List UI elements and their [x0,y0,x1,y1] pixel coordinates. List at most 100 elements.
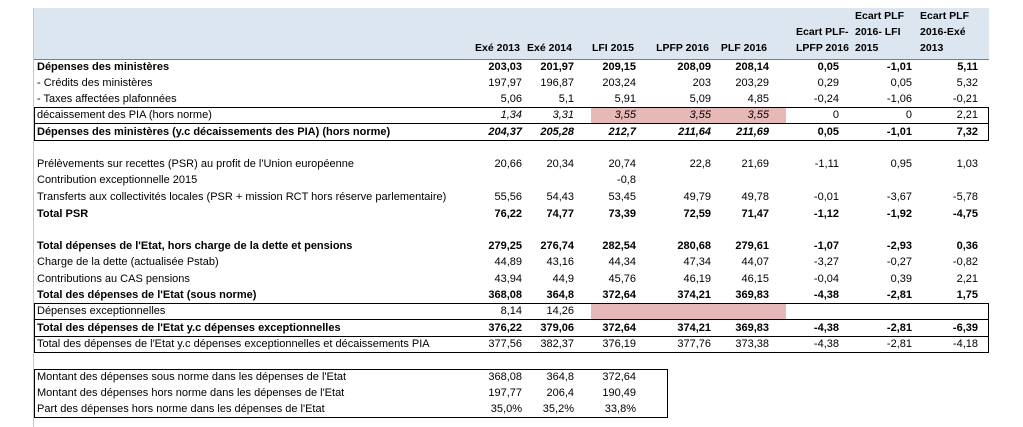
table-cell: 203,03 [488,61,522,73]
table-cell: 44,9 [552,273,574,285]
table-cell: 2,21 [956,109,978,121]
summary-label: Montant des dépenses sous norme dans les… [37,371,347,383]
table-row: Total des dépenses de l'Etat (sous norme… [34,287,989,303]
border-total-exc-bottom [34,336,989,337]
summary-label: Montant des dépenses hors norme dans les… [37,387,345,399]
table-cell: 372,64 [602,322,636,334]
row-label: Dépenses exceptionnelles [37,305,166,317]
table-row: Dépenses des ministères (y.c décaissemen… [34,124,989,140]
table-cell: 0,39 [890,273,912,285]
table-cell: 0,29 [817,77,839,89]
table-cell: 0,05 [817,126,839,138]
table-cell: -4,18 [952,338,978,350]
table-cell: 5,91 [614,93,636,105]
table-cell: -4,38 [813,289,839,301]
table-cell: -0,21 [952,93,978,105]
table-cell: 369,83 [735,289,769,301]
header-ecart2-line3: 2015 [855,42,879,54]
table-row: décaissement des PIA (hors norme) 1,34 3,3… [34,107,989,123]
table-cell: 5,32 [956,77,978,89]
table-cell: 0 [905,109,912,121]
table-cell: 47,34 [683,256,711,268]
table-cell: 21,69 [741,158,769,170]
table-cell: 382,37 [540,338,574,350]
table-cell: 208,09 [677,61,711,73]
table-cell: -1,12 [813,208,839,220]
table-cell: 76,22 [494,208,522,220]
summary-row: Montant des dépenses hors norme dans les… [34,385,989,401]
row-label: Contribution exceptionnelle 2015 [37,174,198,186]
table-row: Dépenses exceptionnelles 8,14 14,26 [34,303,989,319]
row-label: Charge de la dette (actualisée Pstab) [37,256,219,268]
table-cell: 2,21 [956,273,978,285]
table-cell: -4,38 [813,322,839,334]
table-cell: 7,32 [956,126,978,138]
row-label: Total des dépenses de l'Etat (sous norme… [37,289,257,301]
table-row [34,140,989,156]
table-cell: -0,24 [813,93,839,105]
table-cell: 1,34 [500,109,522,121]
table-cell: 212,7 [608,126,636,138]
table-cell: -2,81 [886,289,912,301]
header-exe2013: Exé 2013 [475,42,520,54]
summary-cell: 190,49 [602,387,636,399]
table-cell: 201,97 [540,61,574,73]
highlight-exceptionnelles [591,304,786,319]
table-cell: 0,05 [817,61,839,73]
table-cell: 211,64 [678,126,711,138]
table-row: Total des dépenses de l'Etat y.c dépense… [34,336,989,352]
border-total-ministeres-bottom [34,140,989,141]
table-cell: 20,66 [494,158,522,170]
table-cell: 5,11 [957,61,978,73]
table-cell: 0,05 [890,77,912,89]
table-cell: 20,74 [608,158,636,170]
table-cell: -1,01 [886,126,912,138]
table-cell: 14,26 [546,305,574,317]
table-row: Total des dépenses de l'Etat y.c dépense… [34,320,989,336]
table-cell: -0,04 [813,273,839,285]
table-cell: 43,16 [546,256,574,268]
table-cell: 280,68 [677,240,711,252]
table-cell: -2,93 [886,240,912,252]
header-ecart1-line2: LPFP 2016 [796,42,849,54]
table-cell: 374,21 [677,289,711,301]
table-cell: 49,78 [741,191,769,203]
table-row [34,222,989,238]
table-cell: 5,09 [689,93,711,105]
border-exc-bottom [34,319,989,320]
table-cell: 3,55 [747,109,769,121]
table-cell: -1,01 [886,61,912,73]
table-cell: -5,78 [952,191,978,203]
table-row: - Taxes affectées plafonnées 5,06 5,1 5,91 5… [34,91,989,107]
table-cell: 373,38 [735,338,769,350]
row-label: - Crédits des ministères [37,77,153,89]
table-cell: 203,29 [735,77,769,89]
table-cell: -1,92 [886,208,912,220]
table-cell: 369,83 [735,322,769,334]
table-cell: -2,81 [886,338,912,350]
table-cell: 49,79 [683,191,711,203]
table-cell: 20,34 [546,158,574,170]
header-ecart3-line3: 2013 [920,42,944,54]
table-row: - Crédits des ministères 197,97 196,87 203,… [34,75,989,91]
summary-cell: 364,8 [546,371,574,383]
table-cell: 368,08 [488,289,522,301]
table-cell: -4,75 [952,208,978,220]
table-cell: 0 [832,109,839,121]
table-cell: 55,56 [494,191,522,203]
table-cell: 204,37 [488,126,522,138]
table-cell: -4,38 [813,338,839,350]
table-row: Dépenses des ministères 203,03 201,97 209,1… [34,59,989,75]
row-label: Total des dépenses de l'Etat y.c dépense… [37,322,341,334]
sheet-left-border [33,8,34,427]
table-row: Total PSR 76,22 74,77 73,39 72,59 71,47 -1,12 -… [34,206,989,222]
table-cell: -3,27 [813,256,839,268]
table-cell: 377,76 [677,338,711,350]
summary-cell: 372,64 [602,371,636,383]
table-row: Prélèvements sur recettes (PSR) au profi… [34,156,989,172]
table-row: Charge de la dette (actualisée Pstab) 44,… [34,254,989,270]
table-cell: 197,97 [488,77,522,89]
summary-row: Montant des dépenses sous norme dans les… [34,369,989,385]
table-cell: -3,67 [886,191,912,203]
